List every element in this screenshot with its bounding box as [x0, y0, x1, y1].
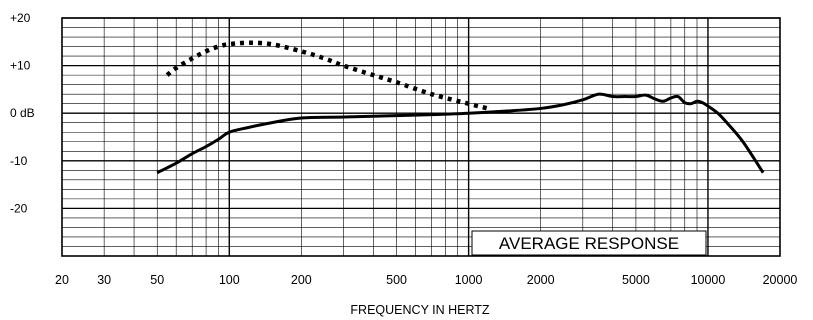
y-tick-label: -10 [10, 154, 28, 168]
legend-box-background [471, 230, 707, 256]
series-layer [156, 40, 765, 175]
x-tick-label: 5000 [622, 273, 650, 287]
y-tick-label: -20 [10, 201, 28, 215]
y-axis-tick-labels: +20 +10 0 dB -10 -20 [10, 11, 35, 215]
x-tick-label: 2000 [527, 273, 555, 287]
x-tick-label: 20000 [763, 273, 798, 287]
x-axis-title: FREQUENCY IN HERTZ [350, 303, 490, 317]
major-gridlines [62, 17, 780, 256]
plot-frame [61, 17, 781, 257]
x-tick-label: 200 [291, 273, 312, 287]
y-tick-label: +20 [10, 11, 31, 25]
x-tick-label: 1000 [455, 273, 483, 287]
y-tick-label: 0 dB [10, 106, 35, 120]
x-tick-label: 500 [386, 273, 407, 287]
legend-box-text: AVERAGE RESPONSE [499, 234, 679, 253]
vertical-minor-gridlines [61, 18, 781, 256]
horizontal-minor-gridlines [62, 17, 780, 257]
x-tick-label: 50 [150, 273, 164, 287]
x-tick-label: 20 [55, 273, 69, 287]
solid-response-curve [156, 92, 765, 175]
x-tick-label: 30 [97, 273, 111, 287]
average-response-legend-box: AVERAGE RESPONSE [471, 230, 707, 256]
x-axis-tick-labels: 20 30 50 100 200 500 1000 2000 5000 10000 20000 [55, 273, 797, 287]
x-tick-label: 100 [219, 273, 240, 287]
x-tick-label: 10000 [691, 273, 726, 287]
dotted-response-curve [165, 40, 489, 111]
y-tick-label: +10 [10, 59, 31, 73]
